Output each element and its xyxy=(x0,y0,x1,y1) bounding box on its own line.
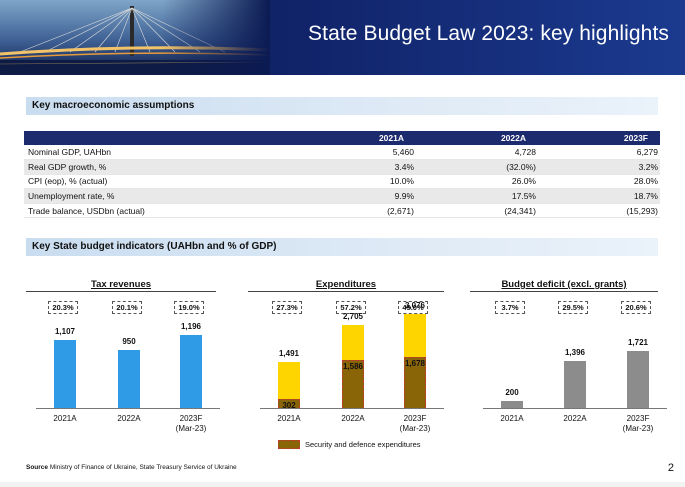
bar-value-label: 950 xyxy=(122,336,136,346)
gdp-share-badge: 57.2% xyxy=(336,301,366,314)
bar-defence xyxy=(342,359,364,408)
bar xyxy=(54,340,76,408)
cell-value: (2,671) xyxy=(294,203,416,219)
table-row: Real GDP growth, % 3.4% (32.0%) 3.2% xyxy=(24,159,660,175)
cell-value: 3.2% xyxy=(538,159,660,175)
gdp-share-badge: 20.1% xyxy=(112,301,142,314)
bar-defence xyxy=(278,398,300,408)
bar-value-label: 1,196 xyxy=(180,321,202,331)
x-axis-label: 2022A xyxy=(563,414,587,423)
bar-defence-label: 302 xyxy=(282,400,296,410)
bar-value-label: 1,721 xyxy=(627,337,649,347)
bar xyxy=(180,334,202,408)
bar-value-label: 1,107 xyxy=(54,327,76,337)
table-row: CPI (eop), % (actual) 10.0% 26.0% 28.0% xyxy=(24,174,660,190)
gdp-share-badge: 29.5% xyxy=(558,301,588,314)
source-label: Source xyxy=(26,464,49,471)
macro-col-2021: 2021A xyxy=(294,131,416,145)
chart-title: Expenditures xyxy=(315,279,377,290)
x-axis-label: 2023F xyxy=(179,414,203,423)
x-axis-label: 2021A xyxy=(53,414,77,423)
bar-value-label: 2,705 xyxy=(342,312,364,322)
gdp-share-badge: 20.6% xyxy=(621,301,651,314)
table-row: Trade balance, USDbn (actual) (2,671) (2… xyxy=(24,203,660,219)
gdp-share-badge: 49.0% xyxy=(398,301,428,314)
macro-table: 2021A 2022A 2023F Nominal GDP, UAHbn 5,4… xyxy=(24,131,660,219)
bar-value-label: 1,396 xyxy=(564,348,586,358)
x-axis-label: 2021A xyxy=(500,414,524,423)
x-axis-label: (Mar-23) xyxy=(622,424,654,433)
x-axis-label: (Mar-23) xyxy=(399,424,431,433)
cell-value: 28.0% xyxy=(538,174,660,190)
gdp-share-badge: 3.7% xyxy=(495,301,525,314)
bar-defence xyxy=(404,356,426,408)
cell-value: 3.4% xyxy=(294,159,416,175)
cell-value: (32.0%) xyxy=(416,159,538,175)
chart-title-rule xyxy=(470,291,658,292)
cell-value: 17.5% xyxy=(416,188,538,204)
bar-defence-label: 1,678 xyxy=(404,358,426,368)
macro-col-2022: 2022A xyxy=(416,131,538,145)
bar xyxy=(118,349,140,408)
chart-title: Budget deficit (excl. grants) xyxy=(501,279,627,290)
bar xyxy=(278,362,300,408)
bar xyxy=(564,361,586,408)
macro-table-header: 2021A 2022A 2023F xyxy=(24,131,660,145)
cell-value: 4,728 xyxy=(416,145,538,161)
page-number: 2 xyxy=(667,462,674,474)
bar-value-label: 200 xyxy=(505,388,519,398)
chart-title: Tax revenues xyxy=(90,279,152,290)
row-label: Nominal GDP, UAHbn xyxy=(24,145,294,161)
row-label: CPI (eop), % (actual) xyxy=(24,174,294,190)
cell-value: 6,279 xyxy=(538,145,660,161)
chart-axis xyxy=(260,408,444,409)
gdp-share-badge: 19.0% xyxy=(174,301,204,314)
cell-value: (15,293) xyxy=(538,203,660,219)
source-note: Source Ministry of Finance of Ukraine, S… xyxy=(26,464,237,471)
bottom-divider xyxy=(0,482,685,487)
cell-value: 10.0% xyxy=(294,174,416,190)
gdp-share-badge: 20.3% xyxy=(48,301,78,314)
row-label: Unemployment rate, % xyxy=(24,188,294,204)
cell-value: 26.0% xyxy=(416,174,538,190)
row-label: Real GDP growth, % xyxy=(24,159,294,175)
x-axis-label: 2022A xyxy=(117,414,141,423)
chart-title-rule xyxy=(248,291,444,292)
gdp-share-badge: 27.3% xyxy=(272,301,302,314)
legend-swatch-defence xyxy=(278,440,300,449)
x-axis-label: (Mar-23) xyxy=(175,424,207,433)
header-banner: State Budget Law 2023: key highlights xyxy=(0,0,685,75)
legend-label-defence: Security and defence expenditures xyxy=(305,440,421,449)
bar xyxy=(627,350,649,408)
cell-value: 5,460 xyxy=(294,145,416,161)
macro-header-blank xyxy=(24,131,294,145)
macro-section-header: Key macroeconomic assumptions xyxy=(26,97,658,115)
row-label: Trade balance, USDbn (actual) xyxy=(24,203,294,219)
cell-value: 18.7% xyxy=(538,188,660,204)
macro-col-2023: 2023F xyxy=(538,131,660,145)
table-row: Unemployment rate, % 9.9% 17.5% 18.7% xyxy=(24,188,660,204)
chart-axis xyxy=(483,408,667,409)
table-row: Nominal GDP, UAHbn 5,460 4,728 6,279 xyxy=(24,145,660,161)
x-axis-label: 2021A xyxy=(277,414,301,423)
source-text: Ministry of Finance of Ukraine, State Tr… xyxy=(49,464,237,471)
budget-section-header: Key State budget indicators (UAHbn and %… xyxy=(26,238,658,256)
chart-title-rule xyxy=(26,291,216,292)
bar-value-label: 3,076 xyxy=(404,301,426,310)
bar-defence-label: 1,586 xyxy=(342,361,364,371)
cell-value: (24,341) xyxy=(416,203,538,219)
x-axis-label: 2022A xyxy=(341,414,365,423)
x-axis-label: 2023F xyxy=(403,414,427,423)
bar xyxy=(501,401,523,408)
bridge-photo xyxy=(0,0,270,75)
cell-value: 9.9% xyxy=(294,188,416,204)
bar-value-label: 1,491 xyxy=(278,349,300,359)
chart-axis xyxy=(36,408,220,409)
page-title: State Budget Law 2023: key highlights xyxy=(308,22,669,45)
x-axis-label: 2023F xyxy=(626,414,650,423)
